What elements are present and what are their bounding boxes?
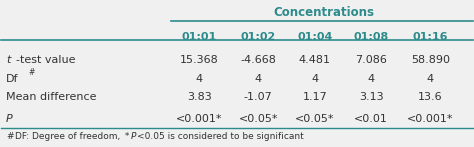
Text: 4: 4 [311, 74, 319, 83]
Text: <0.05 is considered to be significant: <0.05 is considered to be significant [137, 132, 304, 141]
Text: <0.05*: <0.05* [295, 114, 335, 124]
Text: 4: 4 [196, 74, 203, 83]
Text: <0.01: <0.01 [355, 114, 388, 124]
Text: 1.17: 1.17 [302, 92, 327, 102]
Text: t: t [6, 55, 10, 65]
Text: #: # [6, 132, 14, 141]
Text: 01:08: 01:08 [354, 32, 389, 42]
Text: <0.001*: <0.001* [176, 114, 223, 124]
Text: -4.668: -4.668 [240, 55, 276, 65]
Text: Concentrations: Concentrations [273, 6, 374, 19]
Text: 01:01: 01:01 [182, 32, 217, 42]
Text: 01:16: 01:16 [412, 32, 448, 42]
Text: 4: 4 [427, 74, 434, 83]
Text: 01:04: 01:04 [297, 32, 332, 42]
Text: 4: 4 [368, 74, 375, 83]
Text: 58.890: 58.890 [410, 55, 450, 65]
Text: #: # [29, 68, 35, 77]
Text: <0.001*: <0.001* [407, 114, 454, 124]
Text: 13.6: 13.6 [418, 92, 443, 102]
Text: P: P [131, 132, 137, 141]
Text: 4.481: 4.481 [299, 55, 331, 65]
Text: 01:02: 01:02 [241, 32, 276, 42]
Text: -test value: -test value [17, 55, 76, 65]
Text: 15.368: 15.368 [180, 55, 219, 65]
Text: 7.086: 7.086 [356, 55, 387, 65]
Text: DF: Degree of freedom,: DF: Degree of freedom, [15, 132, 120, 141]
Text: 3.13: 3.13 [359, 92, 383, 102]
Text: Df: Df [6, 74, 18, 83]
Text: 4: 4 [255, 74, 262, 83]
Text: *: * [121, 132, 129, 141]
Text: 3.83: 3.83 [187, 92, 212, 102]
Text: Mean difference: Mean difference [6, 92, 97, 102]
Text: <0.05*: <0.05* [238, 114, 278, 124]
Text: P: P [6, 114, 13, 124]
Text: -1.07: -1.07 [244, 92, 273, 102]
